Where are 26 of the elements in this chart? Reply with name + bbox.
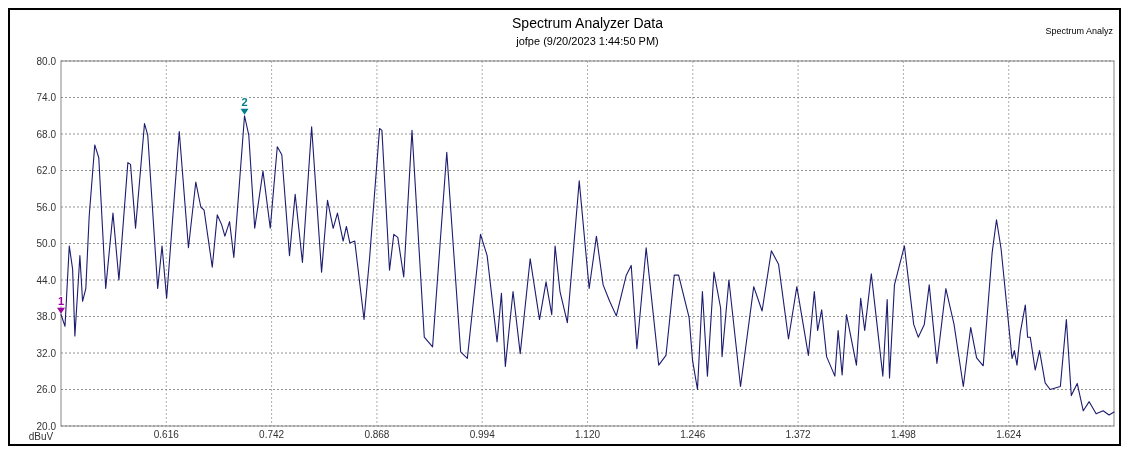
x-tick-label: 1.498 bbox=[890, 429, 917, 440]
y-tick-label: 68.0 bbox=[36, 128, 57, 140]
x-tick-label: 0.742 bbox=[259, 429, 285, 440]
chart-subtitle: jofpe (9/20/2023 1:44:50 PM) bbox=[515, 35, 659, 47]
x-tick-label: 1.372 bbox=[785, 429, 812, 440]
annotation: 1 bbox=[57, 294, 65, 307]
y-axis-title: dBuV bbox=[28, 431, 54, 442]
x-tick-label: 1.120 bbox=[574, 429, 601, 440]
x-tick-label: 1.624 bbox=[996, 429, 1022, 440]
annotation: 2 bbox=[241, 95, 248, 108]
x-tick-label: 0.868 bbox=[364, 429, 390, 440]
chart-title: Spectrum Analyzer Data bbox=[512, 15, 664, 31]
y-tick-label: 80.0 bbox=[36, 55, 57, 67]
y-tick-label: 44.0 bbox=[36, 274, 57, 286]
text: Spectrum Analyz bbox=[1045, 26, 1114, 36]
y-tick-label: 74.0 bbox=[36, 92, 57, 103]
y-tick-label: 32.0 bbox=[36, 347, 57, 359]
y-tick-label: 20.0 bbox=[36, 420, 57, 432]
y-tick-label: 62.0 bbox=[36, 165, 57, 176]
y-tick-label: 26.0 bbox=[36, 384, 57, 395]
x-tick-label: 0.994 bbox=[469, 429, 496, 440]
y-tick-label: 50.0 bbox=[36, 238, 57, 249]
x-tick-label: 1.246 bbox=[680, 429, 706, 440]
y-tick-label: 56.0 bbox=[36, 201, 57, 213]
x-tick-label: 0.616 bbox=[153, 429, 180, 440]
y-tick-label: 38.0 bbox=[36, 311, 57, 322]
